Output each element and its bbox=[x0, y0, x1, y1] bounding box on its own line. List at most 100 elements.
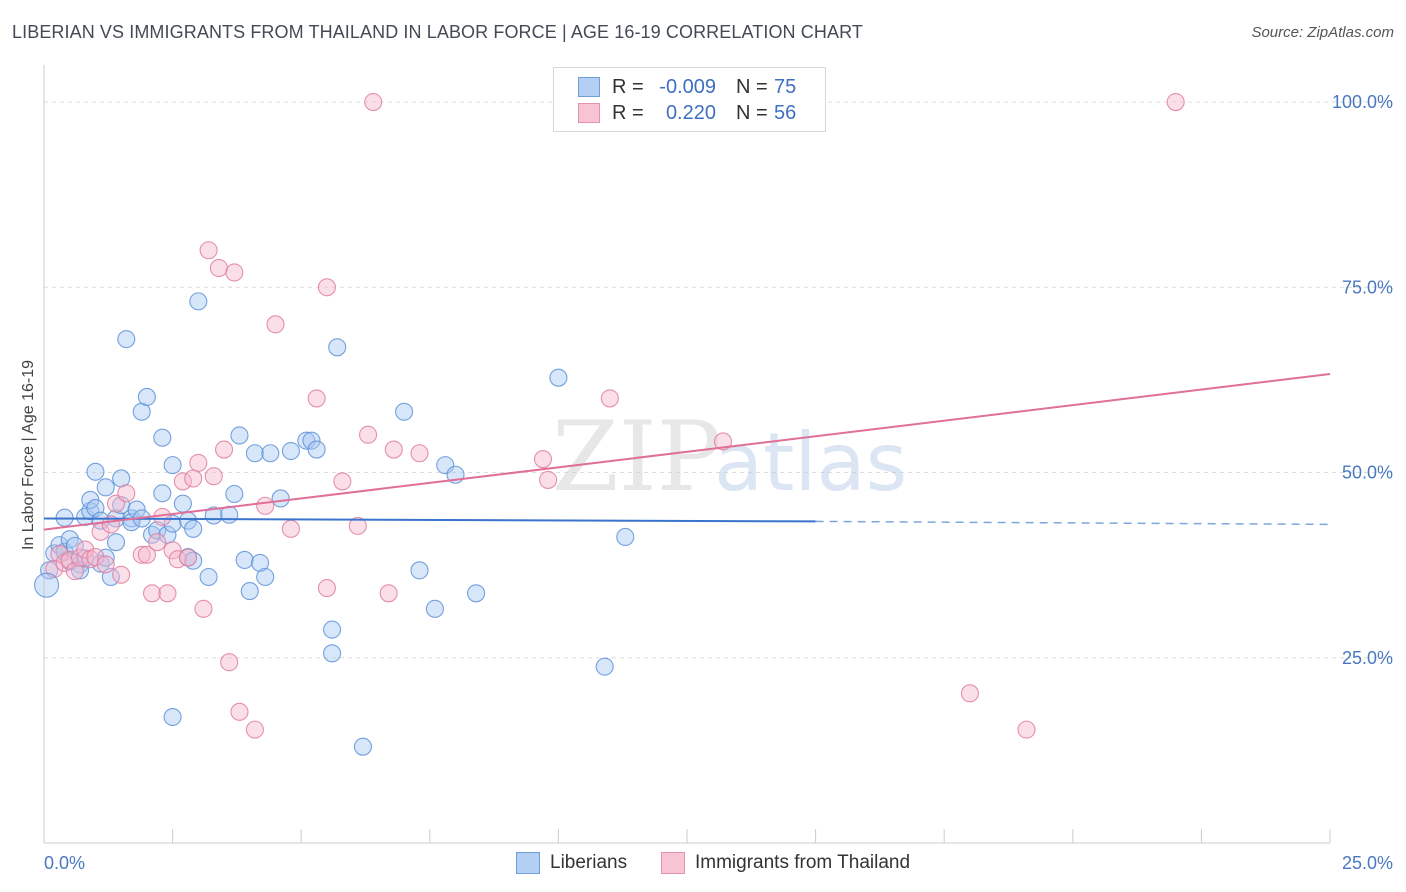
point-thailand bbox=[189, 453, 208, 472]
point-thailand bbox=[137, 545, 156, 564]
gridlines bbox=[44, 101, 1392, 659]
chart-title: LIBERIAN VS IMMIGRANTS FROM THAILAND IN … bbox=[12, 22, 863, 42]
point-thailand bbox=[230, 702, 249, 721]
legend-r-value: -0.009 bbox=[659, 75, 716, 98]
point-thailand bbox=[960, 684, 979, 703]
point-thailand bbox=[184, 469, 203, 488]
legend-row-liberians: R = -0.009 N = 75 bbox=[578, 74, 796, 100]
x-tick-label: 25.0% bbox=[1342, 853, 1393, 873]
point-liberians bbox=[353, 737, 372, 756]
legend-n-value: 75 bbox=[774, 75, 797, 98]
point-liberians bbox=[425, 599, 444, 618]
point-thailand bbox=[199, 241, 218, 260]
point-thailand bbox=[317, 278, 336, 297]
point-thailand bbox=[173, 472, 192, 491]
point-thailand bbox=[194, 599, 213, 618]
point-thailand bbox=[384, 440, 403, 459]
y-tick-label: 25.0% bbox=[1342, 648, 1393, 668]
point-thailand bbox=[1166, 92, 1185, 112]
point-thailand bbox=[1017, 720, 1036, 739]
point-liberians bbox=[595, 657, 614, 676]
point-liberians bbox=[250, 553, 270, 572]
legend-n-value: 56 bbox=[774, 101, 797, 124]
watermark: ZIP atlas bbox=[552, 401, 907, 513]
point-liberians bbox=[235, 550, 254, 570]
bottom-legend-label-thailand: Immigrants from Thailand bbox=[695, 852, 911, 873]
point-liberians bbox=[302, 431, 321, 450]
point-thailand bbox=[307, 389, 326, 408]
point-thailand bbox=[379, 584, 398, 603]
point-liberians bbox=[117, 330, 136, 349]
axes bbox=[43, 65, 1331, 844]
bottom-legend-thailand: Immigrants from Thailand bbox=[661, 852, 910, 874]
point-liberians bbox=[225, 484, 244, 504]
point-liberians bbox=[616, 527, 635, 547]
point-thailand bbox=[600, 389, 619, 408]
point-thailand bbox=[359, 425, 378, 444]
y-tick-label: 50.0% bbox=[1342, 463, 1393, 483]
point-thailand bbox=[50, 544, 69, 564]
point-liberians bbox=[153, 428, 172, 447]
trend-line-liberians-extension bbox=[815, 520, 1331, 526]
point-liberians bbox=[199, 567, 218, 587]
point-liberians bbox=[106, 533, 126, 552]
point-thailand bbox=[317, 579, 336, 598]
trend-line-liberians bbox=[43, 517, 816, 523]
point-thailand bbox=[86, 547, 105, 567]
legend-n-label: N = bbox=[736, 75, 768, 98]
legend-swatch-thailand bbox=[578, 103, 600, 123]
point-liberians-large bbox=[34, 572, 60, 598]
legend-r-label: R = bbox=[612, 101, 644, 124]
point-thailand bbox=[132, 545, 151, 564]
point-liberians bbox=[137, 387, 156, 406]
point-thailand bbox=[225, 263, 244, 282]
point-liberians bbox=[173, 494, 192, 513]
point-thailand bbox=[333, 472, 352, 491]
point-liberians bbox=[96, 478, 115, 497]
legend-row-thailand: R = 0.220 N = 56 bbox=[578, 100, 796, 126]
y-tick-label: 100.0% bbox=[1332, 92, 1393, 112]
point-thailand bbox=[533, 450, 553, 469]
legend-box: R = -0.009 N = 75 R = 0.220 N = 56 bbox=[553, 67, 826, 132]
source-label: Source: ZipAtlas.com bbox=[1251, 24, 1394, 41]
point-liberians bbox=[297, 431, 316, 450]
point-thailand bbox=[204, 467, 223, 486]
bottom-legend-swatch-thailand bbox=[661, 852, 685, 874]
legend-r-value: 0.220 bbox=[665, 101, 716, 124]
point-liberians bbox=[256, 567, 275, 587]
point-liberians bbox=[184, 551, 203, 570]
point-thailand bbox=[220, 653, 239, 672]
point-thailand bbox=[178, 548, 198, 567]
tick-labels: 25.0% 50.0% 75.0% 100.0% 0.0% 25.0% bbox=[44, 92, 1393, 873]
point-liberians bbox=[549, 368, 568, 387]
x-tick-label: 0.0% bbox=[44, 853, 85, 873]
point-liberians bbox=[281, 441, 300, 461]
point-thailand bbox=[163, 541, 182, 560]
point-liberians bbox=[467, 584, 486, 603]
point-liberians bbox=[323, 620, 342, 639]
point-liberians bbox=[240, 582, 259, 601]
point-liberians bbox=[86, 462, 105, 481]
y-tick-label: 75.0% bbox=[1342, 277, 1393, 297]
point-thailand bbox=[713, 432, 733, 451]
point-liberians bbox=[163, 456, 182, 475]
point-liberians bbox=[245, 444, 264, 463]
point-thailand bbox=[348, 516, 367, 535]
point-thailand bbox=[96, 555, 115, 574]
point-thailand bbox=[539, 470, 558, 489]
point-liberians bbox=[307, 440, 326, 459]
point-thailand bbox=[148, 533, 167, 552]
legend-r-label: R = bbox=[612, 75, 644, 98]
bottom-legend-liberians: Liberians bbox=[516, 852, 627, 874]
point-liberians bbox=[410, 561, 429, 580]
point-liberians bbox=[323, 644, 342, 663]
point-liberians bbox=[328, 338, 347, 357]
point-thailand bbox=[117, 484, 136, 503]
point-thailand bbox=[256, 496, 275, 515]
point-liberians bbox=[65, 536, 84, 555]
point-liberians bbox=[153, 484, 172, 503]
point-thailand bbox=[410, 444, 429, 463]
bottom-legend-label-liberians: Liberians bbox=[550, 852, 628, 873]
point-liberians bbox=[184, 519, 203, 538]
